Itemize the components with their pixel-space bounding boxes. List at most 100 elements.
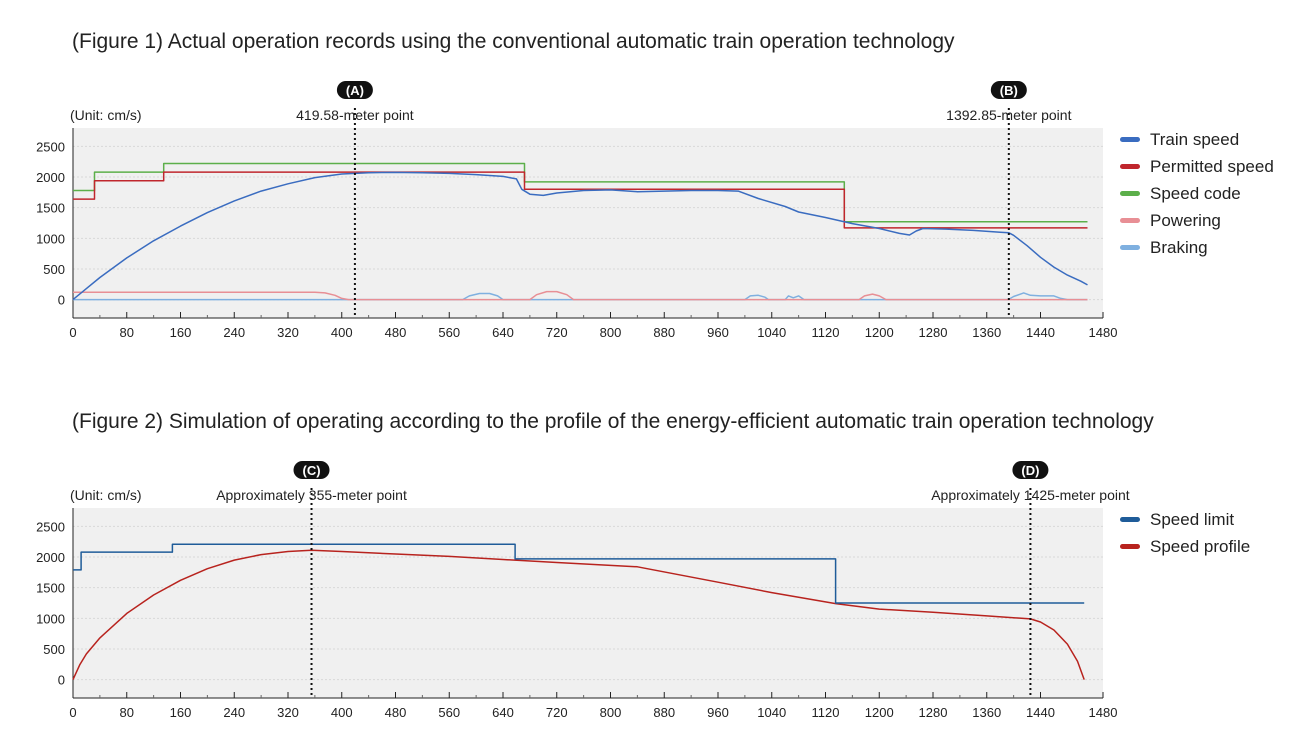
x-tick-label: 720: [546, 325, 568, 340]
x-tick-label: 80: [120, 705, 134, 720]
marker-tag: (B): [1000, 83, 1018, 98]
marker-tag: (D): [1021, 463, 1039, 478]
x-tick-label: 400: [331, 705, 353, 720]
x-tick-label: 1280: [919, 325, 948, 340]
x-tick-label: 1480: [1089, 325, 1118, 340]
series-line-braking: [73, 292, 1088, 301]
x-tick-label: 720: [546, 705, 568, 720]
legend-swatch: [1120, 164, 1140, 169]
legend-item: Powering: [1115, 207, 1274, 234]
x-tick-label: 1200: [865, 325, 894, 340]
x-tick-label: 1200: [865, 705, 894, 720]
legend-item: Speed profile: [1115, 533, 1250, 560]
y-tick-label: 1000: [36, 231, 65, 246]
marker-badge: [1012, 461, 1049, 479]
y-tick-label: 2500: [36, 519, 65, 534]
marker-label: Approximately 355-meter point: [216, 487, 407, 503]
y-tick-label: 2000: [36, 170, 65, 185]
legend-label: Speed profile: [1150, 536, 1251, 556]
series-line-powering: [73, 290, 1088, 301]
marker-badge: [990, 81, 1027, 99]
marker-tag: (C): [302, 463, 320, 478]
series-line-train-speed: [72, 171, 1088, 301]
x-tick-label: 960: [707, 705, 729, 720]
x-tick-label: 560: [438, 325, 460, 340]
figure-2-title: (Figure 2) Simulation of operating accor…: [72, 410, 1154, 433]
figure-1-chart: 2500 2000 1500 1000 500 0 0 80 160 240 320 400 480 56…: [36, 81, 1117, 340]
x-tick-label: 160: [170, 705, 192, 720]
legend-label: Permitted speed: [1150, 156, 1274, 176]
x-tick-label: 480: [385, 705, 407, 720]
y-tick-label: 1500: [36, 201, 65, 216]
x-tick-label: 800: [600, 705, 622, 720]
y-tick-label: 0: [58, 293, 65, 308]
y-tick-label: 1000: [36, 611, 65, 626]
y-tick-label: 500: [43, 262, 65, 277]
legend-swatch: [1120, 245, 1140, 250]
unit-label: (Unit: cm/s): [70, 487, 142, 503]
marker-badge: [293, 461, 330, 479]
legend-swatch: [1120, 191, 1140, 196]
y-tick-label: 1500: [36, 581, 65, 596]
legend-label: Speed code: [1150, 183, 1241, 203]
x-tick-label: 640: [492, 705, 514, 720]
y-tick-label: 2500: [36, 139, 65, 154]
legend-swatch: [1120, 137, 1140, 142]
x-tick-label: 1040: [757, 705, 786, 720]
x-tick-label: 240: [223, 705, 245, 720]
x-tick-label: 80: [120, 325, 134, 340]
legend-label: Braking: [1150, 237, 1208, 257]
x-tick-label: 800: [600, 325, 622, 340]
y-tick-label: 0: [58, 673, 65, 688]
unit-label: (Unit: cm/s): [70, 107, 142, 123]
marker-label: Approximately 1425-meter point: [931, 487, 1130, 503]
series-line-speed-limit: [73, 543, 1085, 604]
legend-swatch: [1120, 517, 1140, 522]
x-tick-label: 480: [385, 325, 407, 340]
figure-1-title: (Figure 1) Actual operation records usin…: [72, 30, 955, 53]
x-tick-label: 880: [653, 325, 675, 340]
marker-badge: [336, 81, 373, 99]
x-tick-label: 1120: [812, 325, 840, 340]
x-tick-label: 320: [277, 705, 299, 720]
x-tick-label: 1360: [972, 325, 1001, 340]
x-tick-label: 0: [69, 325, 76, 340]
legend-item: Braking: [1115, 234, 1274, 261]
x-tick-label: 160: [170, 325, 192, 340]
x-tick-label: 240: [223, 325, 245, 340]
x-tick-label: 1280: [919, 705, 948, 720]
series-line-permitted-speed: [73, 171, 1088, 229]
x-tick-label: 1440: [1026, 325, 1055, 340]
legend-label: Powering: [1150, 210, 1221, 230]
x-tick-label: 1440: [1026, 705, 1055, 720]
marker-tag: (A): [346, 83, 364, 98]
legend-item: Permitted speed: [1115, 153, 1274, 180]
plot-area: [73, 128, 1103, 318]
x-tick-label: 0: [69, 705, 76, 720]
x-tick-label: 1120: [812, 705, 840, 720]
legend-item: Train speed: [1115, 126, 1274, 153]
series-line-speed-profile: [72, 549, 1085, 680]
x-tick-label: 1360: [972, 705, 1001, 720]
x-tick-label: 1480: [1089, 705, 1118, 720]
figure-1-legend: Train speed Permitted speed Speed code Powe…: [1115, 126, 1274, 261]
legend-item: Speed limit: [1115, 506, 1250, 533]
x-tick-label: 320: [277, 325, 299, 340]
y-tick-label: 500: [43, 642, 65, 657]
x-tick-label: 400: [331, 325, 353, 340]
figure-2-legend: Speed limit Speed profile: [1115, 506, 1250, 560]
legend-item: Speed code: [1115, 180, 1274, 207]
x-tick-label: 1040: [757, 325, 786, 340]
x-tick-label: 960: [707, 325, 729, 340]
x-tick-label: 880: [653, 705, 675, 720]
y-tick-label: 2000: [36, 550, 65, 565]
legend-label: Speed limit: [1150, 509, 1235, 529]
x-tick-label: 640: [492, 325, 514, 340]
marker-label: 1392.85-meter point: [946, 107, 1071, 123]
legend-swatch: [1120, 544, 1140, 549]
figure-2-chart: 2500 2000 1500 1000 500 0 0 80 160 240 320 400 480 56…: [36, 461, 1130, 720]
legend-swatch: [1120, 218, 1140, 223]
marker-label: 419.58-meter point: [296, 107, 414, 123]
legend-label: Train speed: [1150, 129, 1240, 149]
x-tick-label: 560: [438, 705, 460, 720]
